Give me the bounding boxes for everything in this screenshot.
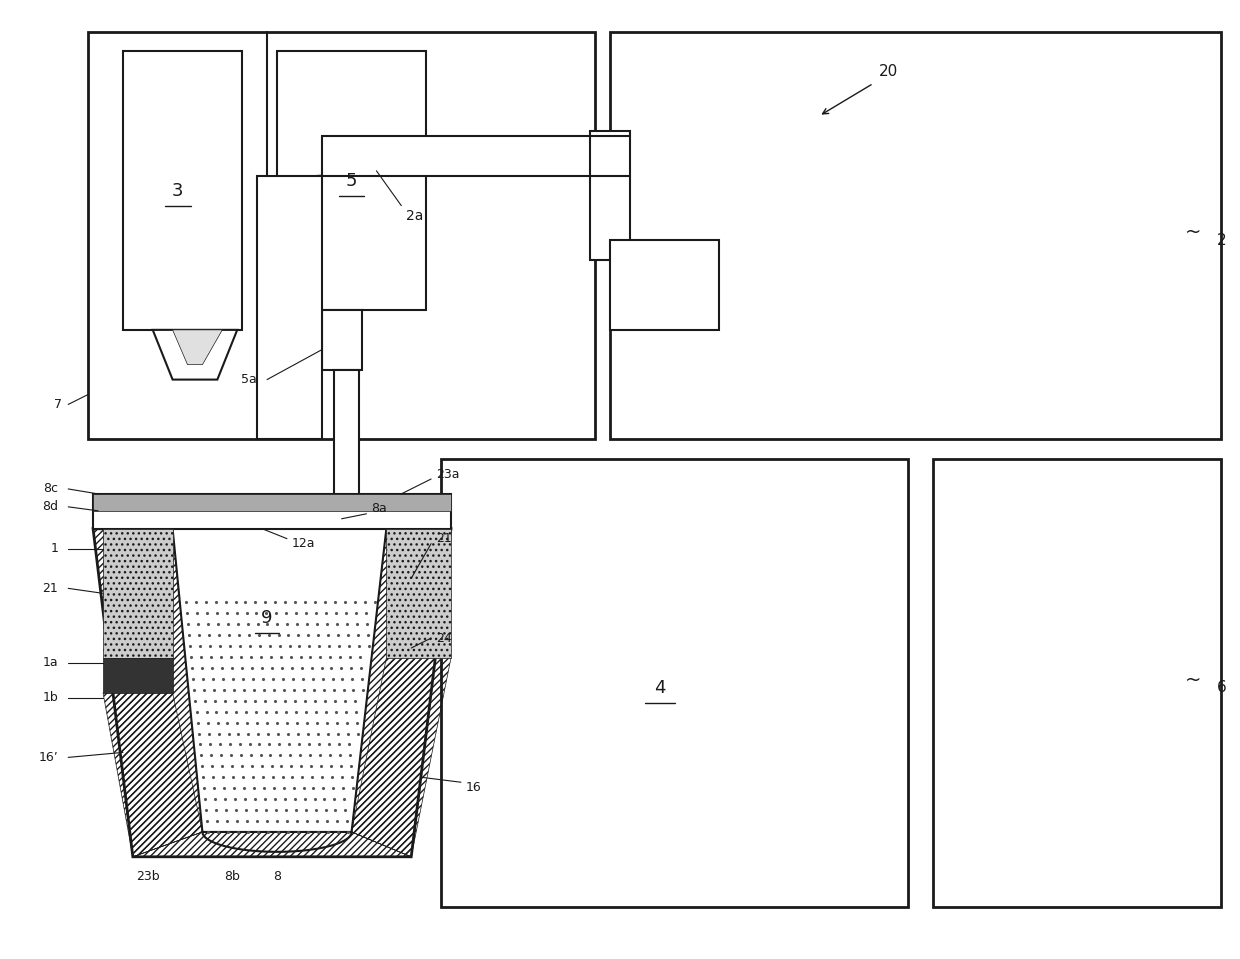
Text: 8a: 8a [372, 503, 387, 515]
Text: ~: ~ [1185, 222, 1202, 242]
Text: 21: 21 [42, 582, 58, 595]
Bar [590, 131, 630, 260]
Polygon shape [172, 528, 387, 832]
Text: 21: 21 [436, 532, 451, 545]
Bar [334, 369, 358, 528]
Text: 8d: 8d [42, 501, 58, 513]
Text: 24: 24 [436, 632, 451, 644]
Bar [610, 32, 1221, 439]
Text: 2a: 2a [407, 208, 424, 222]
Text: 8b: 8b [224, 870, 241, 883]
Text: ~: ~ [1185, 670, 1202, 690]
Bar [277, 52, 427, 310]
Polygon shape [103, 658, 172, 692]
Text: 8c: 8c [43, 482, 58, 496]
Bar [88, 32, 595, 439]
Text: 5: 5 [346, 172, 357, 190]
Polygon shape [387, 528, 451, 658]
Text: 1b: 1b [42, 691, 58, 704]
Bar [321, 136, 620, 175]
Text: 16: 16 [466, 781, 481, 794]
Polygon shape [172, 330, 222, 364]
Text: 16’: 16’ [38, 751, 58, 764]
Text: 12a: 12a [291, 537, 315, 550]
Bar [321, 310, 362, 369]
Text: 2: 2 [1216, 233, 1226, 247]
Bar [441, 459, 909, 906]
Text: 9: 9 [262, 609, 273, 627]
Text: 3: 3 [172, 181, 184, 199]
Text: 6: 6 [1216, 680, 1226, 695]
Bar [93, 494, 451, 511]
Polygon shape [257, 175, 321, 241]
Polygon shape [103, 528, 172, 658]
Text: 20: 20 [879, 64, 898, 79]
Bar [257, 175, 321, 439]
Text: 5a: 5a [242, 373, 257, 386]
Bar [123, 52, 242, 330]
Text: 7: 7 [55, 398, 62, 411]
Text: 8: 8 [273, 870, 281, 883]
Text: 4: 4 [653, 679, 666, 697]
Text: 1a: 1a [42, 656, 58, 669]
Text: 23a: 23a [436, 468, 460, 480]
Text: 1: 1 [51, 542, 58, 555]
Bar [93, 494, 451, 528]
Polygon shape [153, 330, 237, 380]
Text: 23b: 23b [136, 870, 160, 883]
Polygon shape [93, 528, 451, 856]
Bar [934, 459, 1221, 906]
Bar [610, 241, 719, 330]
